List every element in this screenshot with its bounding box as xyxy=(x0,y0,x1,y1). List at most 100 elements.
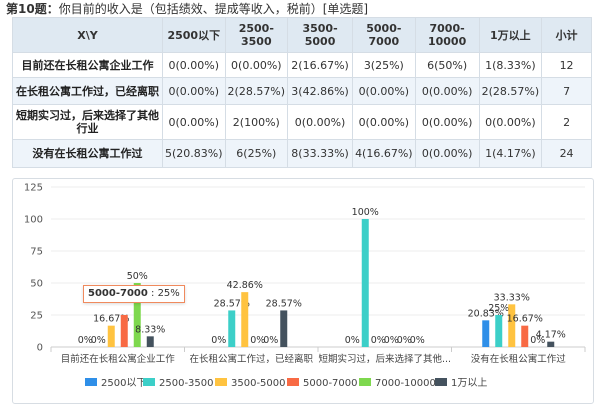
table-cell: 5(20.83%) xyxy=(162,139,226,168)
row-total: 7 xyxy=(541,77,592,105)
y-tick-label: 75 xyxy=(30,247,43,258)
table-cell: 0(0.00%) xyxy=(478,104,543,140)
y-tick-label: 125 xyxy=(24,183,43,194)
legend-swatch xyxy=(85,378,97,386)
data-label: 0% xyxy=(530,335,545,346)
data-label: 0% xyxy=(78,335,93,346)
bar xyxy=(361,219,369,347)
data-label: 0% xyxy=(410,335,425,346)
table-cell: 0(0.00%) xyxy=(224,52,289,78)
table-cell: 3(42.86%) xyxy=(287,77,354,105)
data-label: 33.33% xyxy=(494,292,530,303)
question-number: 第10题： xyxy=(6,2,59,16)
table-cell: 6(50%) xyxy=(414,52,480,78)
table-cell: 2(28.57%) xyxy=(224,77,289,105)
row-label: 短期实习过，后来选择了其他行业 xyxy=(12,104,163,140)
table-cell: 2(28.57%) xyxy=(478,77,543,105)
chart-tooltip: 5000-7000 : 25% xyxy=(83,285,185,303)
data-label: 42.86% xyxy=(227,280,263,291)
table-cell: 0(0.00%) xyxy=(414,139,480,168)
table-row: 目前还在长租公寓企业工作 0(0.00%) 0(0.00%) 2(16.67%)… xyxy=(12,52,592,78)
col-header: 2500以下 xyxy=(162,17,226,53)
data-label: 50% xyxy=(127,271,148,282)
table-cell: 8(33.33%) xyxy=(287,139,354,168)
crosstab-table: X\Y 2500以下 2500-3500 3500-5000 5000-7000… xyxy=(12,17,592,168)
data-label: 0% xyxy=(345,335,360,346)
col-header-total: 小计 xyxy=(541,17,592,53)
tooltip-value: 25% xyxy=(157,288,180,299)
y-tick-label: 0 xyxy=(37,343,43,354)
bar xyxy=(482,320,490,347)
bar xyxy=(241,292,249,347)
table-row: 在长租公寓工作过，已经离职 0(0.00%) 2(28.57%) 3(42.86… xyxy=(12,77,592,105)
data-label: 16.67% xyxy=(507,314,543,325)
legend-swatch xyxy=(359,378,371,386)
legend-swatch xyxy=(287,378,299,386)
data-label: 28.57% xyxy=(214,298,250,309)
table-cell: 4(16.67%) xyxy=(352,139,416,168)
data-label: 20.83% xyxy=(468,308,504,319)
legend-label: 2500-3500 xyxy=(159,378,214,389)
data-label: 0% xyxy=(371,335,386,346)
y-tick-label: 25 xyxy=(30,311,43,322)
row-label: 目前还在长租公寓企业工作 xyxy=(12,52,163,78)
table-cell: 6(25%) xyxy=(224,139,289,168)
data-label: 25% xyxy=(488,303,509,314)
tooltip-sep: : xyxy=(147,288,158,299)
bar xyxy=(547,341,555,347)
table-cell: 1(8.33%) xyxy=(478,52,543,78)
x-tick-label: 目前还在长租公寓企业工作 xyxy=(61,353,176,365)
data-label: 4.17% xyxy=(536,330,566,341)
table-cell: 0(0.00%) xyxy=(414,104,480,140)
bar-chart: 0 25 50 75 100 125 目前还在长租公寓企业工作 在长租公寓工作过，已经离职 短期… xyxy=(24,183,586,389)
y-tick-label: 50 xyxy=(30,279,43,290)
bar xyxy=(146,336,154,347)
legend-label: 3500-5000 xyxy=(231,378,286,389)
col-header: 1万以上 xyxy=(478,17,543,53)
legend-label: 2500以下 xyxy=(101,378,146,389)
table-cell: 0(0.00%) xyxy=(352,104,416,140)
row-total: 24 xyxy=(541,139,592,168)
data-label: 0% xyxy=(211,335,226,346)
table-header-row: X\Y 2500以下 2500-3500 3500-5000 5000-7000… xyxy=(12,17,592,53)
data-label: 0% xyxy=(91,335,106,346)
row-total: 2 xyxy=(541,104,592,140)
y-tick-label: 100 xyxy=(24,215,43,226)
bar xyxy=(495,315,503,347)
table-cell: 0(0.00%) xyxy=(162,104,226,140)
bar xyxy=(521,325,529,347)
legend-swatch xyxy=(143,378,155,386)
bar xyxy=(120,315,128,347)
chart-panel: 0 25 50 75 100 125 目前还在长租公寓企业工作 在长租公寓工作过，已经离职 短期… xyxy=(12,178,594,404)
x-tick-label: 没有在长租公寓工作过 xyxy=(471,353,567,365)
table-cell: 0(0.00%) xyxy=(162,52,226,78)
table-cell: 2(16.67%) xyxy=(287,52,354,78)
data-label: 0% xyxy=(250,335,265,346)
question-text: 你目前的收入是（包括绩效、提成等收入，税前）[单选题] xyxy=(58,2,369,16)
col-header: 2500-3500 xyxy=(224,17,289,53)
bar xyxy=(508,304,516,347)
col-header: 7000-10000 xyxy=(414,17,480,53)
legend-swatch xyxy=(435,378,447,386)
row-label: 在长租公寓工作过，已经离职 xyxy=(12,77,163,105)
x-tick-label: 在长租公寓工作过，已经离职 xyxy=(189,353,313,365)
table-cell: 0(0.00%) xyxy=(287,104,354,140)
bar xyxy=(280,310,288,347)
table-cell: 0(0.00%) xyxy=(414,77,480,105)
data-label: 0% xyxy=(397,335,412,346)
col-header: 3500-5000 xyxy=(287,17,354,53)
data-label: 100% xyxy=(352,207,379,218)
data-label: 0% xyxy=(384,335,399,346)
bar xyxy=(228,310,236,347)
data-label: 0% xyxy=(263,335,278,346)
legend-swatch xyxy=(215,378,227,386)
row-total: 12 xyxy=(541,52,592,78)
table-cell: 3(25%) xyxy=(352,52,416,78)
legend-label: 5000-7000 xyxy=(303,378,358,389)
table-cell: 0(0.00%) xyxy=(352,77,416,105)
data-label: 8.33% xyxy=(135,324,165,335)
data-label: 16.67% xyxy=(93,314,129,325)
data-label: 28.57% xyxy=(266,298,302,309)
legend-label: 1万以上 xyxy=(451,377,487,389)
question-title: 第10题：你目前的收入是（包括绩效、提成等收入，税前）[单选题] xyxy=(6,2,368,16)
